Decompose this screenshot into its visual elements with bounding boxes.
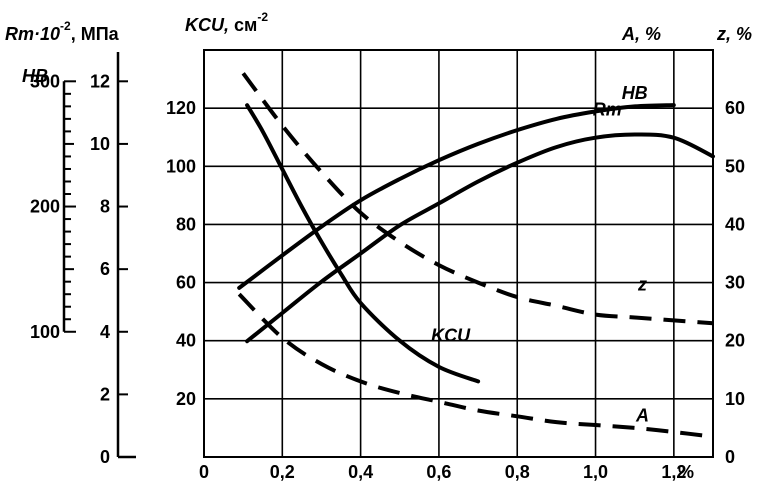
series-label-hb: HB (622, 83, 648, 103)
hb-tick-label: 200 (30, 197, 60, 217)
kcu-tick-label: 60 (176, 273, 196, 293)
x-tick-label: 0,8 (505, 462, 530, 482)
rm-tick-label: 12 (90, 71, 110, 91)
right-tick-label: 10 (725, 389, 745, 409)
series-line-z (241, 72, 714, 326)
x-tick-label: 0,6 (426, 462, 451, 482)
x-tick-label: 1,0 (583, 462, 608, 482)
kcu-tick-label: 80 (176, 214, 196, 234)
rm-tick-label: 2 (100, 384, 110, 404)
series-line-hb (237, 103, 676, 290)
x-axis-unit: % (678, 462, 694, 482)
kcu-axis-title: KCU, см-2 (185, 10, 268, 35)
hb-axis-title: HB (22, 66, 48, 86)
series-label-a: A (635, 406, 649, 426)
hb-tick-label: 100 (30, 322, 60, 342)
rm-tick-label: 8 (100, 197, 110, 217)
series-curves (237, 72, 715, 439)
left-scales (62, 52, 136, 459)
rm-tick-label: 4 (100, 322, 110, 342)
rm-tick-label: 10 (90, 134, 110, 154)
series-line-a (237, 292, 714, 439)
rm-axis-title: Rm·10-2, МПа (5, 19, 120, 44)
series-line-kcu (245, 103, 481, 384)
series-line-rm (245, 132, 715, 344)
x-tick-label: 0,4 (348, 462, 373, 482)
kcu-tick-label: 120 (166, 98, 196, 118)
kcu-tick-label: 20 (176, 389, 196, 409)
rm-tick-label: 6 (100, 259, 110, 279)
axis-ticks: 0 0,2 0,4 0,6 0,8 1,0 1,2204060801001200102030… (30, 71, 745, 482)
x-tick-label: 0 (199, 462, 209, 482)
x-tick-label: 0,2 (270, 462, 295, 482)
hb-tick-label: 300 (30, 71, 60, 91)
right-tick-label: 0 (725, 447, 735, 467)
right-tick-label: 40 (725, 214, 745, 234)
right-tick-label: 20 (725, 331, 745, 351)
kcu-tick-label: 40 (176, 331, 196, 351)
series-label-rm: Rm (593, 100, 622, 120)
series-label-z: z (637, 275, 647, 295)
a-axis-title: A, % (621, 24, 661, 44)
plot-frame (203, 49, 714, 458)
series-label-kcu: KCU (431, 326, 471, 346)
rm-tick-label: 0 (100, 447, 110, 467)
z-axis-title: z, % (716, 24, 752, 44)
kcu-tick-label: 100 (166, 156, 196, 176)
x-tick-label: 1,2 (661, 462, 686, 482)
plot-grid (204, 50, 713, 457)
right-tick-label: 60 (725, 98, 745, 118)
right-tick-label: 50 (725, 156, 745, 176)
right-tick-label: 30 (725, 273, 745, 293)
